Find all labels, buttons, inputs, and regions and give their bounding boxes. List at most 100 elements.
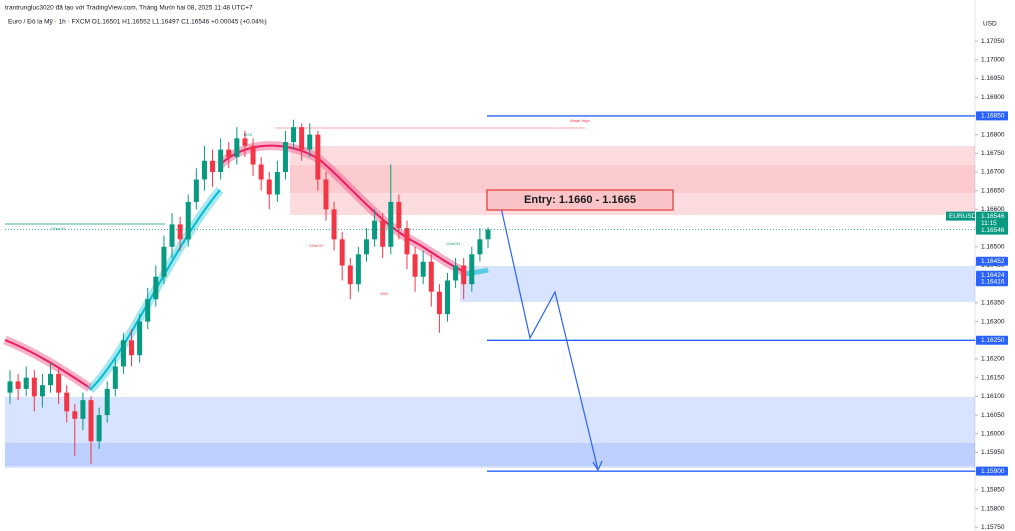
zone-tag-bg xyxy=(976,256,1008,266)
candle-body xyxy=(56,373,62,393)
candle-body xyxy=(315,134,321,180)
y-tick-label: 1.16300 xyxy=(981,318,1005,325)
candle-body xyxy=(226,149,232,158)
candle-body xyxy=(412,254,418,277)
candle-body xyxy=(48,373,54,386)
symbol-tag: EURUSD xyxy=(949,213,977,220)
y-tick-label: 1.16200 xyxy=(981,356,1005,363)
ma-line xyxy=(4,339,91,389)
supply-zone-core xyxy=(290,165,975,193)
candle-body xyxy=(420,261,426,277)
y-tick-label: 1.16750 xyxy=(981,150,1005,157)
candle-body xyxy=(282,142,288,173)
candle-body xyxy=(185,201,191,240)
zone-tag-label: 1.16416 xyxy=(981,278,1005,285)
candle-body xyxy=(145,299,151,322)
candle-body xyxy=(64,392,70,412)
level-tag-label: 1.15900 xyxy=(981,468,1005,475)
candle-body xyxy=(161,246,167,277)
candle-body xyxy=(234,138,240,158)
y-tick-label: 1.17000 xyxy=(981,57,1005,64)
candle-body xyxy=(153,276,159,300)
candle-body xyxy=(169,224,175,247)
y-tick-label: 1.16900 xyxy=(981,94,1005,101)
y-tick-label: 1.16350 xyxy=(981,300,1005,307)
candle-body xyxy=(372,220,378,240)
candle-body xyxy=(323,179,329,210)
candle-body xyxy=(137,321,143,356)
projection-arrow xyxy=(592,460,603,472)
last-price-label: 1.16546 xyxy=(981,227,1005,234)
candle-body xyxy=(250,145,256,165)
candle-body xyxy=(461,265,467,285)
axis-unit: USD xyxy=(983,21,997,28)
candle-body xyxy=(331,209,337,240)
symbol-line: Euro / Đô la Mỹ · 1h · FXCM O1.16501 H1.… xyxy=(8,19,267,26)
level-tag-bg xyxy=(976,466,1008,476)
candle-body xyxy=(404,228,410,255)
annotation: CHoCH xyxy=(309,243,323,248)
y-tick-label: 1.16600 xyxy=(981,206,1005,213)
candle-body xyxy=(218,149,224,173)
candle-body xyxy=(388,201,394,247)
candle-body xyxy=(428,261,434,292)
annotation: CHoCH xyxy=(51,226,65,231)
level-tag-label: 1.16850 xyxy=(981,113,1005,120)
demand-zone-core xyxy=(5,443,975,466)
y-tick-label: 1.16150 xyxy=(981,374,1005,381)
demand-zone-large xyxy=(5,397,975,468)
projection-path xyxy=(499,202,599,471)
y-tick-label: 1.16500 xyxy=(981,244,1005,251)
candle-body xyxy=(193,179,199,202)
candle-body xyxy=(396,201,402,229)
y-tick-label: 1.16050 xyxy=(981,412,1005,419)
candle-body xyxy=(23,377,29,389)
credit: trantrungluc3020 đã tạo với TradingView.… xyxy=(5,5,253,12)
annotation: CHoCH xyxy=(446,241,460,246)
candle-body xyxy=(380,220,386,247)
candle-body xyxy=(15,381,21,389)
symbol-tag-bg xyxy=(946,211,975,221)
candle-body xyxy=(355,254,361,285)
demand-zone xyxy=(460,266,975,302)
candle-body xyxy=(339,239,345,266)
candle-body xyxy=(307,134,313,150)
candle-body xyxy=(453,265,459,281)
ma-line xyxy=(89,189,221,391)
y-tick-label: 1.16000 xyxy=(981,430,1005,437)
level-tag-label: 1.16250 xyxy=(981,337,1005,344)
level-tag-bg xyxy=(976,335,1008,345)
y-tick-label: 1.16650 xyxy=(981,187,1005,194)
candle-body xyxy=(80,400,86,419)
candle-body xyxy=(88,400,94,442)
candle-body xyxy=(485,229,491,240)
y-tick-label: 1.15750 xyxy=(981,524,1005,531)
candle-body xyxy=(112,366,118,389)
candle-body xyxy=(104,388,110,416)
zone-tag-label: 1.16452 xyxy=(981,258,1005,265)
candle-body xyxy=(266,179,272,195)
candle-body xyxy=(210,160,216,173)
candle-body xyxy=(31,377,37,397)
candle-body xyxy=(201,160,207,180)
last-price-tag-bg xyxy=(976,225,1008,235)
candle-body xyxy=(129,340,135,356)
annotation: BOS xyxy=(244,132,253,137)
y-tick-label: 1.16800 xyxy=(981,131,1005,138)
level-tag-bg xyxy=(976,111,1008,121)
candle-body xyxy=(363,239,369,255)
y-tick-label: 1.17050 xyxy=(981,38,1005,45)
candle-body xyxy=(242,138,248,146)
countdown: 11:15 xyxy=(981,220,997,227)
candle-body xyxy=(274,172,280,195)
y-tick-label: 1.15850 xyxy=(981,487,1005,494)
ma-line xyxy=(219,144,466,273)
entry-box xyxy=(486,189,674,211)
candle-body xyxy=(291,127,297,143)
zone-tag-bg xyxy=(976,277,1008,287)
annotation: Weak High xyxy=(570,118,590,123)
zone-tag-label: 1.16424 xyxy=(981,272,1005,279)
candle-body xyxy=(347,265,353,285)
annotation: IDM xyxy=(380,291,387,296)
